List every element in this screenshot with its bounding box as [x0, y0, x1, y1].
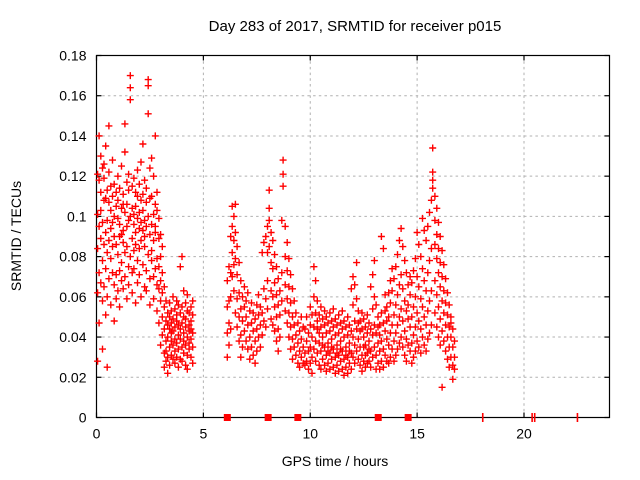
y-tick-label: 0.06 [59, 289, 86, 305]
y-tick-label: 0 [79, 410, 87, 426]
srmtid-plus-markers [94, 72, 458, 391]
x-tick-label: 20 [516, 426, 532, 442]
chart-title: Day 283 of 2017, SRMTID for receiver p01… [209, 18, 502, 35]
y-axis-label: SRMTID / TECUs [8, 181, 24, 291]
y-tick-label: 0.16 [59, 88, 86, 104]
zero-cluster-square [374, 414, 382, 421]
y-tick-label: 0.14 [59, 128, 86, 144]
x-tick-label: 10 [302, 426, 318, 442]
x-tick-labels: 0 5 10 15 20 [93, 426, 532, 442]
y-tick-label: 0.18 [59, 48, 86, 64]
x-tick-label: 0 [93, 426, 101, 442]
y-tick-label: 0.08 [59, 249, 86, 265]
x-tick-label: 5 [199, 426, 207, 442]
y-tick-label: 0.12 [59, 168, 86, 184]
y-tick-label: 0.1 [67, 208, 87, 224]
y-tick-label: 0.04 [59, 329, 86, 345]
zero-cluster-square [223, 414, 231, 421]
scatter-points [94, 72, 458, 391]
x-axis-label: GPS time / hours [282, 453, 389, 469]
plot-border [95, 54, 611, 419]
y-tick-label: 0.02 [59, 369, 86, 385]
zero-cluster-square [294, 414, 302, 421]
axis-ticks [95, 54, 610, 419]
zero-cluster-square [264, 414, 272, 421]
x-tick-label: 15 [409, 426, 425, 442]
zero-cluster-square [404, 414, 412, 421]
y-tick-labels: 0 0.02 0.04 0.06 0.08 0.1 0.12 0.14 0.16 0.18 [59, 48, 86, 426]
zero-value-markers [223, 413, 579, 422]
